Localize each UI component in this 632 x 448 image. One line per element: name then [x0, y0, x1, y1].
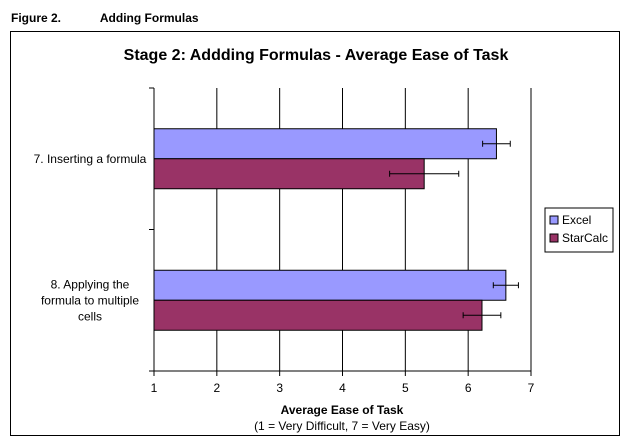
category-label-2-line-3: cells	[78, 309, 102, 323]
bar-excel-2	[153, 269, 507, 301]
x-tick-label-6: 6	[465, 381, 472, 395]
x-tick-label-5: 5	[402, 381, 409, 395]
x-tick-label-1: 1	[151, 381, 158, 395]
category-label-2-line-1: 8. Applying the	[51, 277, 130, 291]
axis-layer: 1 2 3 4 5 6 7 7. Inserting a formula 8. Applying…	[34, 87, 535, 395]
figure-header: Figure 2. Adding Formulas	[11, 11, 199, 25]
legend-box	[544, 207, 614, 253]
legend-label-starcalc: StarCalc	[562, 231, 608, 245]
x-axis-sublabel: (1 = Very Difficult, 7 = Very Easy)	[254, 419, 430, 433]
x-tick-label-4: 4	[339, 381, 346, 395]
x-tick-label-3: 3	[276, 381, 283, 395]
bar-starcalc-1	[153, 158, 425, 190]
bar-layer	[153, 128, 519, 331]
legend-swatch-starcalc	[549, 233, 559, 243]
chart-frame	[10, 31, 620, 436]
category-label-1-line-1: 7. Inserting a formula	[34, 152, 147, 166]
x-tick-label-2: 2	[213, 381, 220, 395]
legend: Excel StarCalc	[544, 207, 614, 253]
category-label-2-line-2: formula to multiple	[41, 293, 139, 307]
bar-excel-1	[153, 128, 497, 160]
legend-swatch-excel	[549, 215, 559, 225]
chart-title: Stage 2: Addding Formulas - Average Ease…	[124, 47, 509, 64]
figure-caption: Adding Formulas	[99, 11, 199, 25]
legend-label-excel: Excel	[562, 213, 591, 227]
figure-number: Figure 2.	[11, 11, 62, 25]
bar-starcalc-2	[153, 299, 483, 331]
x-tick-label-7: 7	[528, 381, 535, 395]
x-axis-label: Average Ease of Task	[281, 403, 404, 417]
